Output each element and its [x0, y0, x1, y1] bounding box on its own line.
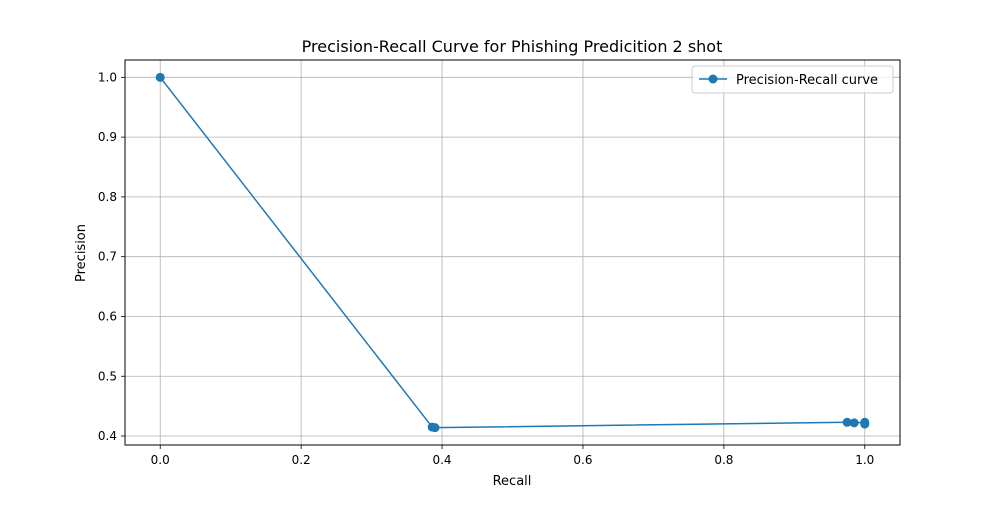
y-axis-title: Precision [74, 224, 89, 282]
data-point [849, 418, 859, 428]
x-tick-label: 1.0 [855, 453, 874, 467]
plot-area-frame [124, 59, 901, 446]
y-tick-label: 0.9 [98, 130, 117, 144]
x-tick-label: 0.4 [432, 453, 451, 467]
x-axis: 0.0 0.2 0.4 0.6 0.8 1.0 [151, 445, 874, 467]
y-tick-label: 1.0 [98, 70, 117, 84]
y-tick-label: 0.4 [98, 429, 117, 443]
data-point [155, 72, 165, 82]
chart-title: Precision-Recall Curve for Phishing Pred… [302, 37, 723, 56]
y-axis: 0.4 0.5 0.6 0.7 0.8 0.9 1.0 [98, 70, 125, 443]
y-tick-label: 0.7 [98, 250, 117, 264]
y-tick-label: 0.5 [98, 369, 117, 383]
legend-marker [708, 74, 718, 84]
legend-box [691, 65, 894, 94]
y-tick-label: 0.6 [98, 309, 117, 323]
x-tick-label: 0.0 [151, 453, 170, 467]
x-axis-title: Recall [493, 474, 532, 489]
series-layer [155, 72, 870, 433]
x-tick-label: 0.6 [573, 453, 592, 467]
y-tick-label: 0.8 [98, 190, 117, 204]
data-point [842, 417, 852, 427]
data-point [430, 423, 440, 433]
legend: Precision-Recall curve [691, 65, 894, 94]
x-tick-label: 0.2 [292, 453, 311, 467]
data-point [860, 419, 870, 429]
x-tick-label: 0.8 [714, 453, 733, 467]
legend-label: Precision-Recall curve [736, 73, 878, 88]
grid-lines [125, 60, 900, 445]
